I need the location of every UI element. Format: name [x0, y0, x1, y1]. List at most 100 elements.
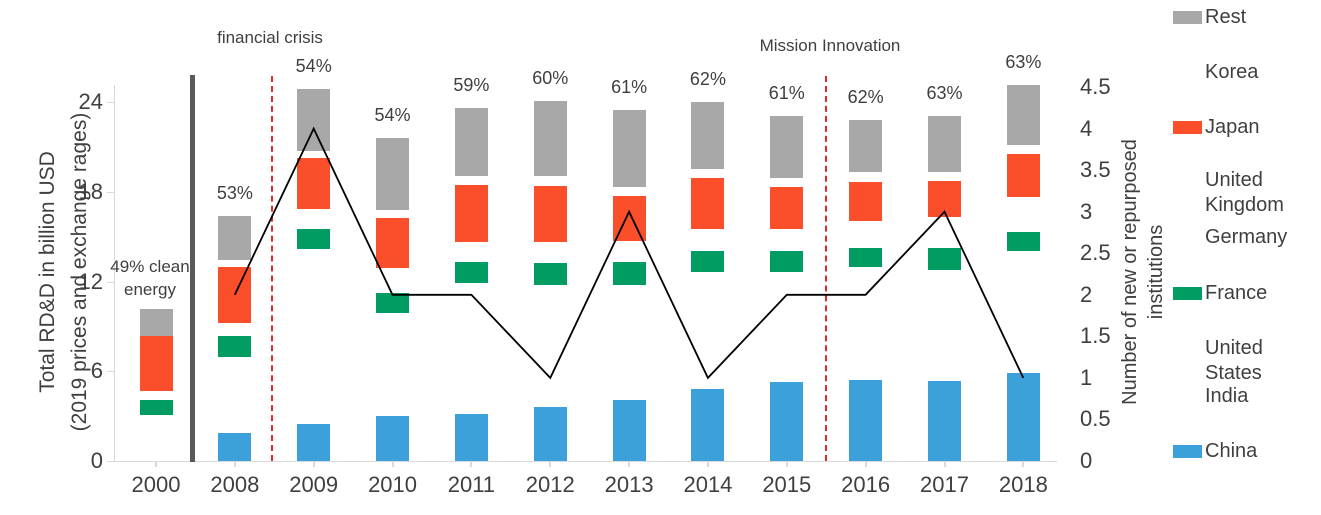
bar-segment-india-united-states-2014 [691, 272, 724, 389]
bar-segment-china-2014 [691, 389, 725, 461]
bar-segment-japan-2000 [139, 336, 173, 392]
bar-segment-japan-2008 [218, 266, 252, 323]
legend-item-united-states: United States [1173, 336, 1321, 386]
x-tick-label-2009: 2009 [289, 472, 339, 497]
bar-segment-china-2016 [849, 380, 883, 461]
bar-segment-india-united-states-2008 [218, 357, 251, 433]
bar-segment-korea-2017 [928, 172, 961, 181]
bar-segment-japan-2016 [849, 182, 883, 222]
separator-line [190, 75, 195, 462]
bar-segment-rest-2008 [218, 215, 252, 260]
pct-label-2011: 59% [453, 75, 490, 96]
x-tick-mark-2011 [470, 462, 473, 467]
legend-label-united-states: United States [1205, 337, 1263, 384]
bar-segment-japan-2012 [533, 185, 567, 242]
right-tick-label-0: 0 [1080, 448, 1093, 473]
bar-segment-germany-united-kingdom-2008 [218, 323, 251, 336]
bar-segment-korea-2010 [376, 210, 409, 218]
legend-label-germany: Germany [1205, 226, 1288, 248]
bar-segment-germany-united-kingdom-2000 [140, 391, 173, 400]
bar-segment-korea-2014 [691, 169, 724, 177]
legend-swatch-india [1173, 390, 1202, 403]
dashed-line-financial-crisis [271, 76, 273, 461]
bar-segment-china-2009 [297, 423, 331, 461]
x-tick-label-2013: 2013 [604, 472, 654, 497]
bar-segment-france-2016 [849, 247, 883, 267]
legend-swatch-france [1173, 287, 1202, 300]
legend-label-rest: Rest [1205, 6, 1247, 28]
left-tick-mark-6 [107, 371, 114, 373]
bar-segment-japan-2011 [454, 185, 488, 242]
legend-item-united-kingdom: United Kingdom [1173, 168, 1300, 218]
bar-segment-germany-united-kingdom-2015 [770, 229, 803, 251]
left-tick-label-0: 0 [90, 448, 103, 473]
bar-segment-india-united-states-2013 [613, 285, 646, 399]
x-tick-mark-2000 [155, 462, 157, 467]
bar-segment-germany-united-kingdom-2013 [613, 241, 646, 262]
bar-segment-japan-2013 [612, 195, 646, 242]
bar-segment-japan-2009 [297, 157, 331, 210]
bar-segment-china-2015 [770, 381, 804, 461]
right-tick-label-2.5: 2.5 [1080, 240, 1111, 266]
bar-segment-china-2017 [928, 381, 961, 461]
annotation-financial-crisis: financial crisis [217, 28, 323, 47]
legend-label-india: India [1205, 385, 1249, 407]
legend-swatch-china [1173, 445, 1202, 458]
legend-item-germany: Germany [1173, 225, 1287, 250]
bottom-axis-line [114, 461, 1057, 462]
legend-swatch-germany [1173, 231, 1202, 244]
pct-label-2015: 61% [768, 82, 805, 103]
bar-segment-rest-2000 [139, 308, 173, 337]
bar-segment-france-2014 [691, 250, 725, 272]
legend-swatch-united-states [1173, 355, 1202, 368]
bar-segment-germany-united-kingdom-2017 [928, 217, 961, 248]
right-tick-label-4: 4 [1080, 115, 1093, 141]
bar-segment-france-2000 [139, 400, 173, 415]
bar-segment-france-2010 [376, 292, 410, 313]
bar-segment-korea-2015 [770, 178, 803, 187]
bar-segment-india-united-states-2012 [534, 285, 567, 407]
left-tick-label-24: 24 [78, 89, 103, 115]
bar-segment-japan-2015 [770, 186, 804, 229]
x-tick-mark-2008 [233, 462, 236, 467]
bar-segment-japan-2017 [928, 180, 961, 217]
right-tick-label-1: 1 [1080, 364, 1093, 390]
pct-label-2008: 53% [216, 182, 253, 203]
x-tick-mark-2012 [549, 462, 552, 467]
x-tick-label-2014: 2014 [683, 472, 733, 497]
left-axis-line [114, 85, 115, 462]
legend-label-japan: Japan [1205, 116, 1260, 138]
x-tick-mark-2009 [312, 462, 315, 467]
x-tick-label-2011: 2011 [447, 472, 496, 497]
bar-segment-rest-2018 [1006, 85, 1040, 145]
annotation-mission-innovation: Mission Innovation [759, 36, 901, 55]
x-tick-label-2018: 2018 [998, 472, 1048, 497]
bar-segment-rest-2009 [297, 88, 331, 151]
bar-segment-germany-united-kingdom-2014 [691, 229, 724, 251]
bar-segment-germany-united-kingdom-2010 [376, 268, 409, 293]
pct-label-2010: 54% [374, 105, 411, 126]
bar-segment-france-2009 [297, 229, 331, 250]
bar-segment-rest-2011 [454, 108, 488, 177]
x-tick-label-2008: 2008 [210, 472, 260, 497]
x-tick-label-2016: 2016 [841, 472, 891, 497]
legend-label-france: France [1205, 282, 1268, 304]
left-axis-title-line2: (2019 prices and exchange rages) [68, 112, 91, 432]
legend-item-france: France [1173, 281, 1267, 306]
left-tick-mark-18 [107, 191, 114, 193]
bar-segment-france-2011 [454, 262, 488, 284]
bar-segment-china-2010 [376, 416, 410, 461]
left-tick-mark-0 [107, 461, 114, 462]
x-tick-mark-2015 [785, 462, 788, 467]
legend-item-korea: Korea [1173, 60, 1258, 85]
bar-segment-germany-united-kingdom-2016 [849, 221, 882, 248]
bar-segment-india-united-states-2009 [297, 249, 330, 423]
bar-segment-france-2015 [770, 250, 804, 272]
bar-segment-india-united-states-2000 [140, 415, 173, 461]
x-tick-mark-2010 [391, 462, 394, 467]
bar-segment-france-2013 [612, 262, 646, 286]
legend-label-korea: Korea [1205, 61, 1259, 83]
legend-item-rest: Rest [1173, 5, 1246, 30]
right-tick-label-1.5: 1.5 [1080, 323, 1111, 349]
pct-label-2009: 54% [295, 55, 332, 76]
